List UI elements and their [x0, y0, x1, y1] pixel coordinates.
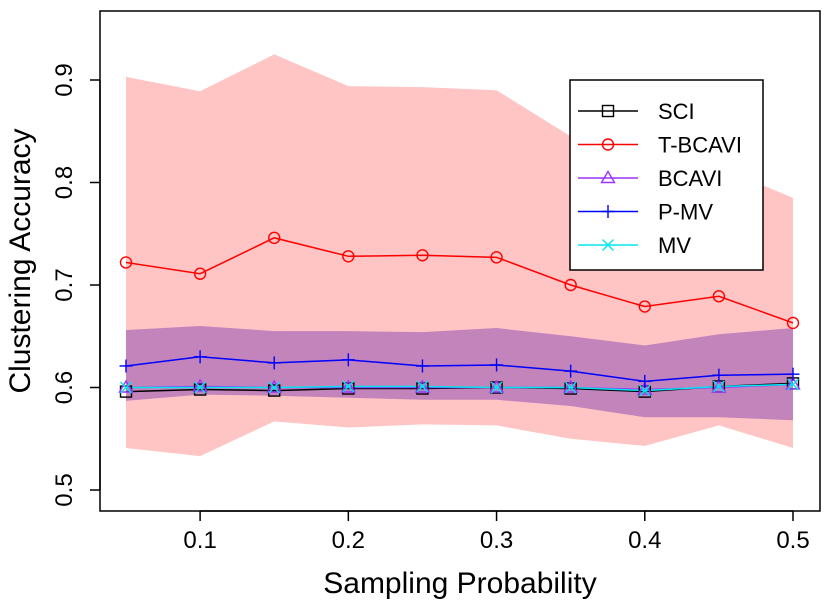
point-bcavi-8 [711, 379, 727, 393]
x-tick-label-0: 0.1 [183, 527, 216, 554]
point-bcavi-0 [118, 379, 134, 393]
legend-label-mv: MV [658, 233, 691, 258]
point-mv-6 [564, 381, 577, 394]
y-tick-label-0: 0.5 [51, 473, 78, 506]
point-sci-3 [342, 382, 355, 395]
point-bcavi-9 [785, 376, 801, 390]
line-mv [126, 383, 794, 392]
point-t-bcavi-9 [786, 316, 800, 330]
point-t-bcavi-5 [490, 251, 503, 264]
point-t-bcavi-7 [638, 300, 651, 313]
point-p-mv-4 [415, 359, 429, 373]
point-sci-6 [564, 382, 577, 395]
point-mv-3 [342, 380, 355, 393]
y-tick-label-1: 0.6 [51, 371, 78, 404]
point-t-bcavi-0 [119, 256, 133, 269]
point-mv-0 [120, 381, 132, 394]
legend-marker-t-bcavi [601, 138, 615, 151]
point-bcavi-5 [488, 379, 505, 393]
x-axis-title: Sampling Probability [323, 567, 596, 600]
point-p-mv-7 [638, 374, 652, 388]
point-mv-7 [638, 384, 651, 397]
x-tick-label-3: 0.4 [628, 527, 661, 554]
point-t-bcavi-3 [342, 250, 355, 263]
point-p-mv-3 [341, 353, 355, 367]
legend-marker-bcavi [600, 170, 616, 184]
legend-label-t-bcavi: T-BCAVI [658, 133, 742, 158]
series-lines [125, 237, 794, 393]
point-mv-1 [194, 381, 207, 394]
point-mv-5 [490, 381, 503, 394]
legend-label-bcavi: BCAVI [658, 166, 722, 191]
legend: SCI T-BCAVI BCAVI P-MV MV [569, 79, 764, 271]
point-bcavi-3 [340, 379, 357, 393]
point-mv-2 [268, 381, 281, 394]
x-tick-label-4: 0.5 [776, 527, 809, 554]
point-bcavi-6 [562, 379, 579, 393]
point-p-mv-2 [267, 356, 281, 370]
legend-marker-sci [601, 104, 615, 118]
point-mv-4 [416, 380, 429, 393]
point-t-bcavi-4 [416, 249, 429, 262]
point-p-mv-0 [119, 359, 133, 373]
point-p-mv-6 [564, 364, 578, 378]
point-p-mv-1 [193, 350, 207, 364]
line-t-bcavi [125, 237, 794, 324]
point-bcavi-2 [266, 379, 282, 393]
legend-marker-mv [602, 239, 614, 251]
x-axis: 0.1 0.2 0.3 0.4 0.5 [183, 510, 810, 554]
point-p-mv-5 [490, 358, 504, 372]
x-tick-label-1: 0.2 [332, 527, 365, 554]
x-tick-label-2: 0.3 [480, 527, 513, 554]
y-tick-label-4: 0.9 [51, 63, 78, 96]
point-t-bcavi-8 [712, 290, 726, 303]
point-p-mv-9 [786, 367, 800, 381]
point-t-bcavi-2 [268, 231, 281, 245]
point-p-mv-8 [712, 368, 726, 382]
band-bcavi [126, 326, 793, 421]
point-t-bcavi-6 [564, 278, 577, 292]
point-sci-4 [416, 382, 429, 395]
legend-label-sci: SCI [658, 99, 695, 124]
series-markers [118, 231, 801, 398]
point-t-bcavi-1 [193, 267, 207, 280]
point-mv-8 [712, 380, 725, 393]
legend-marker-p-mv [601, 205, 615, 218]
y-tick-label-3: 0.8 [51, 166, 78, 199]
point-bcavi-4 [414, 379, 431, 393]
legend-label-p-mv: P-MV [658, 200, 713, 225]
confidence-bands [126, 54, 793, 457]
y-tick-label-2: 0.7 [51, 268, 78, 301]
point-mv-9 [787, 378, 799, 391]
point-bcavi-1 [192, 378, 208, 392]
y-axis-title: Clustering Accuracy [4, 128, 37, 393]
point-bcavi-7 [637, 381, 653, 395]
y-axis: 0.5 0.6 0.7 0.8 0.9 [51, 63, 101, 507]
line-p-mv [125, 355, 794, 383]
